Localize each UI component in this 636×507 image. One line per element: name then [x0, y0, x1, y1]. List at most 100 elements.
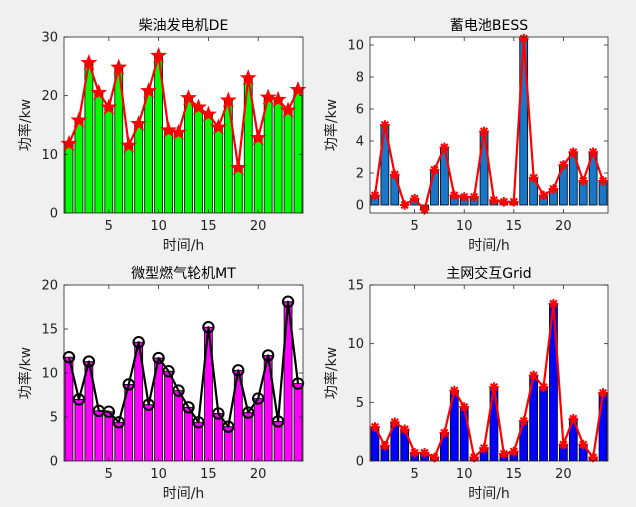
x-tick-label: 15: [506, 467, 523, 482]
x-tick-label: 20: [250, 219, 267, 234]
data-point: [249, 129, 267, 146]
y-tick-label: 0: [356, 455, 364, 470]
data-point: [429, 165, 440, 175]
data-point: [598, 388, 608, 398]
data-point: [261, 349, 275, 362]
y-axis-label: 功率/kw: [17, 347, 34, 399]
data-point: [242, 406, 255, 419]
data-point: [479, 443, 489, 453]
data-point: [578, 176, 589, 186]
data-point: [122, 378, 135, 391]
bar: [124, 145, 134, 213]
data-point: [219, 91, 237, 108]
data-point: [439, 142, 450, 153]
data-point: [598, 176, 608, 186]
chart-panel-3: 5 10 15 20 0 5 10 15 20 微型燃气轮机MT 时间/h 功率/kw: [17, 265, 305, 502]
data-point: [419, 447, 430, 458]
bar: [233, 167, 243, 213]
bar: [204, 114, 213, 213]
data-point: [380, 440, 390, 451]
data-point: [60, 134, 78, 151]
y-tick-label: 0: [50, 207, 58, 222]
data-point: [132, 336, 145, 349]
bar: [74, 119, 84, 213]
data-point: [399, 200, 410, 210]
data-point: [449, 190, 460, 201]
x-tick-label: 10: [150, 467, 167, 482]
data-point: [518, 416, 529, 426]
y-axis-label: 功率/kw: [17, 99, 34, 151]
bar: [94, 92, 104, 213]
y-tick-label: 15: [347, 279, 364, 294]
bar: [184, 406, 193, 461]
data-point: [212, 407, 225, 420]
data-point: [232, 364, 245, 377]
data-point: [370, 190, 380, 201]
data-point: [80, 53, 98, 71]
bar: [104, 107, 114, 213]
bar: [283, 109, 293, 213]
data-point: [389, 417, 400, 428]
data-point: [199, 105, 217, 122]
bar: [253, 137, 263, 213]
data-point: [130, 114, 148, 132]
x-tick-label: 20: [250, 467, 267, 482]
data-point: [251, 392, 265, 405]
bar: [74, 398, 84, 461]
bar: [459, 406, 469, 461]
data-point: [439, 428, 450, 438]
axes-box: [369, 36, 609, 214]
data-point: [239, 69, 257, 86]
data-point: [548, 298, 559, 309]
data-point: [269, 90, 287, 107]
bar: [94, 410, 104, 461]
bar: [253, 398, 263, 461]
y-tick-label: 8: [356, 71, 364, 86]
series-line: [373, 302, 605, 459]
data-point: [180, 89, 197, 106]
data-point: [82, 355, 96, 368]
x-tick-label: 10: [150, 219, 167, 234]
data-point: [459, 192, 470, 202]
y-axis-label: 功率/kw: [323, 99, 340, 151]
data-point: [152, 351, 165, 365]
data-point: [162, 365, 175, 378]
bar: [598, 392, 608, 461]
data-point: [489, 382, 499, 392]
data-point: [508, 197, 519, 207]
series-line: [67, 300, 300, 428]
data-point: [518, 33, 529, 44]
bar: [174, 390, 183, 461]
y-tick-label: 10: [41, 148, 58, 163]
bar: [293, 383, 303, 461]
axes-box: [63, 36, 304, 214]
data-point: [558, 439, 569, 450]
data-point: [281, 295, 295, 308]
y-tick-label: 0: [356, 199, 364, 214]
data-point: [459, 402, 470, 412]
y-tick-label: 10: [347, 337, 364, 352]
x-tick-label: 5: [410, 467, 418, 482]
data-point: [449, 385, 460, 396]
data-point: [150, 46, 168, 63]
x-tick-label: 15: [200, 467, 217, 482]
data-point: [202, 321, 215, 334]
bar: [144, 404, 154, 461]
x-tick-label: 10: [456, 219, 473, 234]
data-point: [409, 447, 420, 458]
bar: [194, 107, 203, 213]
y-tick-label: 10: [41, 367, 58, 382]
y-tick-label: 6: [356, 103, 364, 118]
data-point: [259, 88, 277, 105]
x-axis-label: 时间/h: [163, 486, 205, 502]
data-point: [289, 80, 307, 97]
data-point: [170, 123, 187, 140]
data-point: [110, 58, 128, 75]
chart-title: 蓄电池BESS: [450, 18, 528, 34]
y-tick-label: 5: [356, 396, 364, 411]
bar: [213, 413, 223, 461]
data-point: [538, 190, 549, 201]
data-point: [72, 393, 86, 406]
data-point: [380, 120, 390, 130]
data-point: [399, 424, 410, 435]
